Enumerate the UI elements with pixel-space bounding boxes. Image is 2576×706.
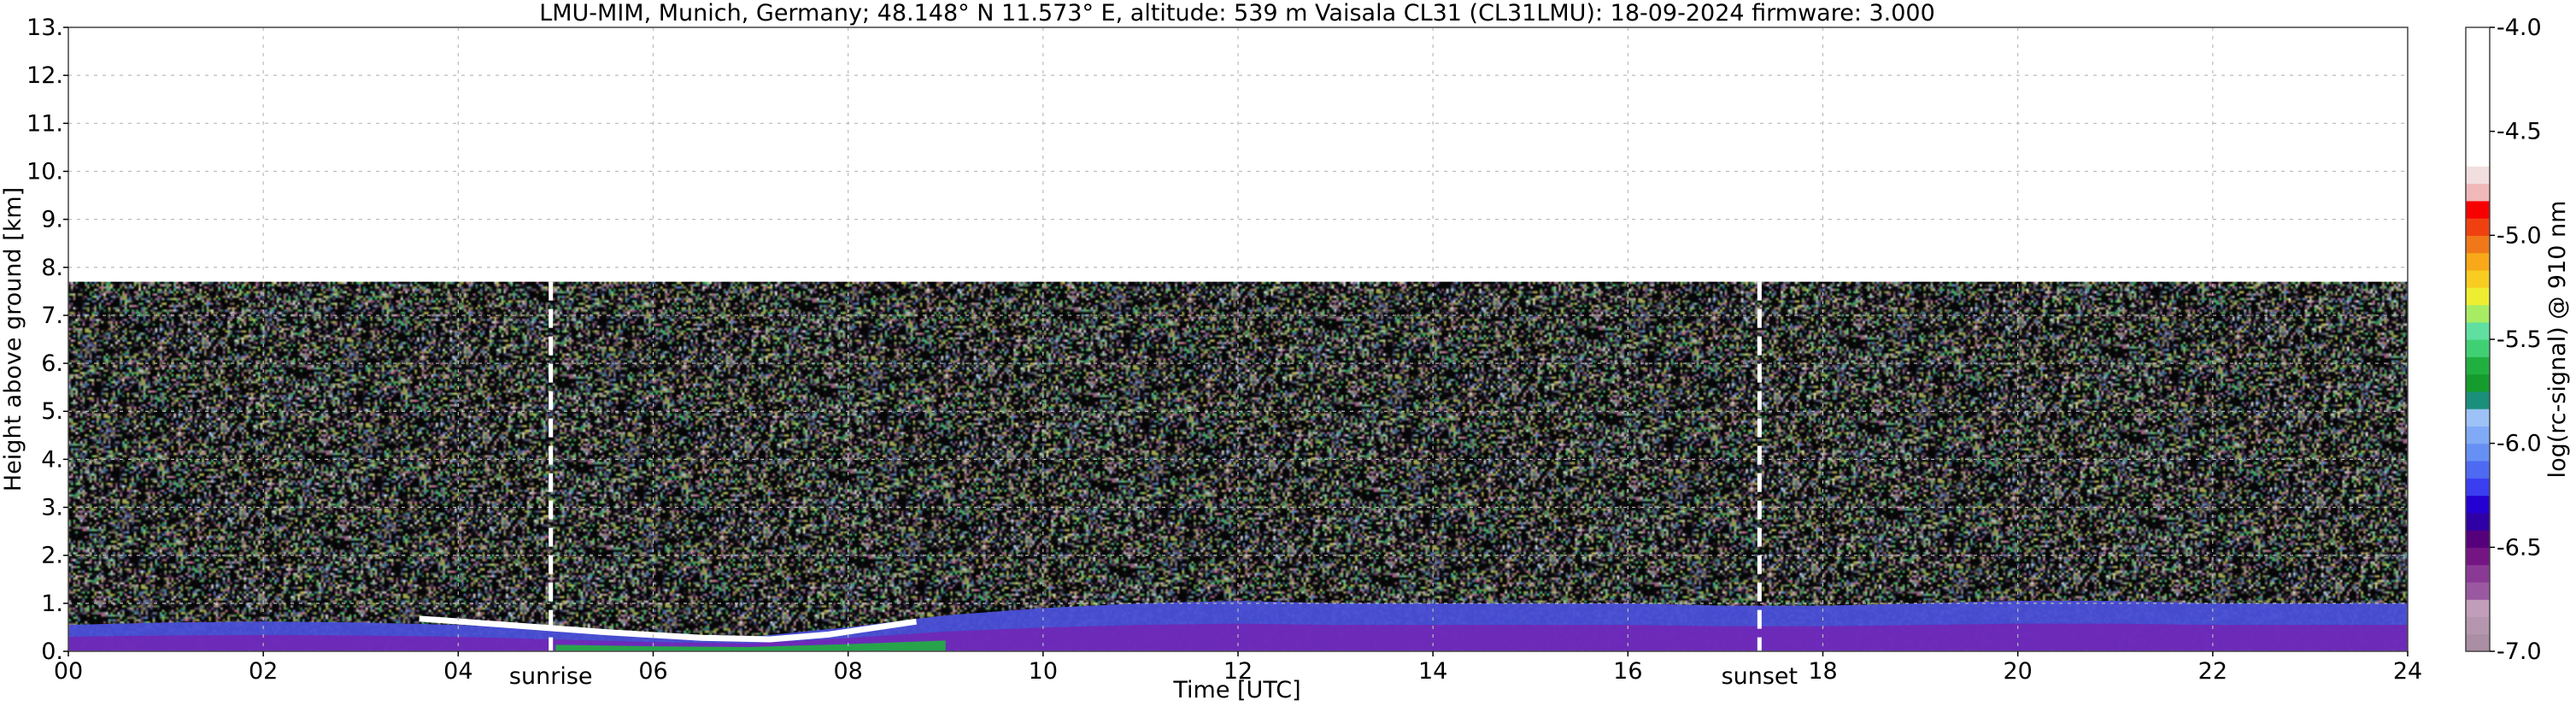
x-axis-label: Time [UTC]	[1172, 677, 1300, 703]
y-tick-label: 10.	[26, 158, 63, 185]
x-tick-label: 16	[1613, 658, 1642, 685]
x-tick-label: 08	[833, 658, 862, 685]
x-tick-label: 22	[2198, 658, 2227, 685]
colorbar-tick-label: -4.0	[2497, 15, 2542, 41]
colorbar-segment	[2466, 114, 2490, 132]
colorbar-segment	[2466, 27, 2490, 45]
grid-lines	[68, 27, 2408, 651]
x-tick-label: 24	[2393, 658, 2422, 685]
surface-green-layer	[555, 640, 946, 651]
colorbar-segment	[2466, 131, 2490, 150]
y-tick-label: 3.	[41, 495, 63, 521]
colorbar-segment	[2466, 287, 2490, 306]
y-tick-label: 5.	[41, 398, 63, 425]
y-tick-label: 1.	[41, 591, 63, 617]
y-axis-ticks: 0. 1. 2. 3. 4. 5. 6. 7. 8. 9. 10. 11. 12. 13.	[26, 15, 68, 665]
colorbar-segment	[2466, 218, 2490, 236]
colorbar-segment	[2466, 374, 2490, 392]
colorbar-segment	[2466, 443, 2490, 462]
colorbar-segment	[2466, 62, 2490, 80]
colorbar-segment	[2466, 460, 2490, 479]
y-tick-label: 4.	[41, 446, 63, 473]
residual-layer-line	[419, 615, 918, 643]
colorbar-segment	[2466, 304, 2490, 323]
colorbar-segment	[2466, 200, 2490, 219]
colorbar-segment	[2466, 616, 2490, 635]
x-tick-label: 12	[1223, 658, 1253, 685]
event-markers	[549, 281, 1762, 651]
colorbar-segment	[2466, 564, 2490, 583]
colorbar-segment	[2466, 530, 2490, 548]
x-tick-label: 02	[249, 658, 278, 685]
colorbar-tick-label: -4.5	[2497, 119, 2542, 145]
event-labels: sunrise sunset	[509, 663, 1798, 690]
colorbar-segment	[2466, 356, 2490, 375]
colorbar-tick-label: -7.0	[2497, 638, 2542, 665]
colorbar-label: log(rc-signal) @ 910 nm	[2544, 201, 2571, 479]
colorbar-segment	[2466, 512, 2490, 531]
colorbar: -4.0 -4.5 -5.0 -5.5 -6.0 -6.5 -7.0	[2465, 15, 2542, 665]
colorbar-segment	[2466, 599, 2490, 618]
x-tick-label: 10	[1029, 658, 1058, 685]
y-tick-label: 8.	[41, 255, 63, 281]
colorbar-segment	[2466, 97, 2490, 115]
colorbar-segment	[2466, 409, 2490, 427]
colorbar-segment	[2466, 391, 2490, 409]
colorbar-segment	[2466, 148, 2490, 167]
x-tick-label: 06	[638, 658, 667, 685]
x-axis-ticks: 00 02 04 06 08 10 12 14 16 18 20 22 24	[54, 651, 2422, 685]
plot-area	[68, 27, 2408, 651]
y-tick-label: 12.	[26, 62, 63, 89]
y-tick-label: 11.	[26, 110, 63, 137]
x-tick-label: 04	[443, 658, 472, 685]
y-tick-label: 9.	[41, 207, 63, 233]
y-axis-label: Height above ground [km]	[0, 187, 26, 491]
y-tick-label: 7.	[41, 303, 63, 329]
colorbar-segment	[2466, 269, 2490, 288]
colorbar-segment	[2466, 183, 2490, 202]
colorbar-segment	[2466, 321, 2490, 340]
colorbar-tick-label: -5.0	[2497, 222, 2542, 249]
colorbar-tick-label: -5.5	[2497, 327, 2542, 353]
colorbar-segment	[2466, 547, 2490, 566]
colorbar-segment	[2466, 166, 2490, 185]
colorbar-segment	[2466, 633, 2490, 652]
colorbar-segment	[2466, 44, 2490, 63]
event-label-sunrise: sunrise	[509, 663, 593, 690]
colorbar-segment	[2466, 495, 2490, 514]
x-tick-label: 20	[2003, 658, 2032, 685]
event-label-sunset: sunset	[1722, 663, 1799, 690]
chart-title: LMU-MIM, Munich, Germany; 48.148° N 11.5…	[539, 0, 1935, 26]
y-tick-label: 6.	[41, 350, 63, 377]
colorbar-segment	[2466, 235, 2490, 254]
colorbar-segment	[2466, 426, 2490, 444]
colorbar-tick-label: -6.5	[2497, 534, 2542, 561]
colorbar-tick-label: -6.0	[2497, 431, 2542, 457]
colorbar-segment	[2466, 478, 2490, 497]
colorbar-segment	[2466, 581, 2490, 600]
y-tick-label: 13.	[26, 15, 63, 41]
y-tick-label: 0.	[41, 638, 63, 665]
x-tick-label: 14	[1418, 658, 1447, 685]
colorbar-segment	[2466, 252, 2490, 271]
y-tick-label: 2.	[41, 543, 63, 569]
x-tick-label: 00	[54, 658, 83, 685]
x-tick-label: 18	[1808, 658, 1837, 685]
colorbar-segment	[2466, 79, 2490, 97]
colorbar-segment	[2466, 339, 2490, 357]
